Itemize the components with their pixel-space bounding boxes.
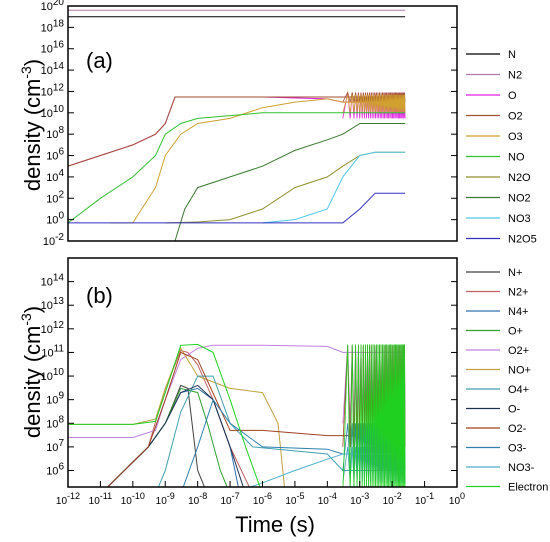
y-tick-label: 1020	[41, 0, 65, 13]
x-tick-label: 10-3	[350, 491, 369, 507]
series-oscillation-o3	[342, 94, 406, 113]
panel-b-y-ticks: 106 107 108 109 1010 1011 1012 1013 1014	[41, 273, 457, 477]
legend-label: O2-	[508, 423, 527, 435]
series-line-o-plus	[106, 387, 228, 487]
panel-a-y-axis-label: density (cm-3)	[18, 59, 45, 191]
series-line-o2-plus	[68, 344, 406, 438]
legend-label: N2	[508, 70, 522, 82]
legend-label: NO2	[508, 193, 531, 205]
panel-b-y-axis-label-exp: -3	[18, 313, 34, 326]
panel-a: 10-2 100 102 104 106 108 1010 1012 1014 1016 1018 1…	[18, 0, 537, 248]
y-tick-label: 104	[46, 168, 64, 184]
x-tick-label: 10-8	[188, 491, 207, 507]
y-tick-label: 108	[46, 125, 64, 141]
x-tick-label: 100	[449, 491, 465, 507]
series-line-no-plus	[68, 347, 285, 487]
legend-label: O3-	[508, 443, 527, 455]
series-oscillation-electron	[342, 344, 406, 487]
y-tick-label: 1018	[41, 18, 65, 34]
legend-label: O4+	[508, 384, 529, 396]
series-line-o2	[68, 96, 406, 167]
panel-a-y-axis-label-close: )	[20, 59, 45, 66]
x-axis-label: Time (s)	[235, 512, 315, 537]
legend-label: N	[508, 49, 516, 61]
series-line-o3-minus	[182, 398, 406, 487]
panel-a-y-axis-label-exp: -3	[18, 66, 34, 79]
panel-a-lines	[68, 9, 406, 241]
legend-label: NO3	[508, 213, 531, 225]
y-tick-label: 1014	[41, 273, 65, 289]
panel-a-label: (a)	[86, 48, 113, 73]
x-tick-label: 10-2	[383, 491, 402, 507]
series-line-o-minus	[106, 384, 244, 487]
series-line-n2o5	[68, 192, 406, 224]
panel-b-y-axis-label-close: )	[20, 306, 45, 313]
series-line-o2-minus	[106, 351, 406, 487]
legend-label: O-	[508, 404, 521, 416]
x-tick-label: 10-12	[56, 491, 80, 507]
y-tick-label: 106	[46, 461, 64, 477]
legend-label: NO+	[508, 365, 531, 377]
y-tick-label: 106	[46, 147, 64, 163]
legend-label: N+	[508, 267, 522, 279]
legend-label: NO	[508, 152, 525, 164]
y-tick-label: 102	[46, 189, 64, 205]
panel-a-y-axis-label-main: density (cm	[20, 79, 45, 191]
y-tick-label: 108	[46, 414, 64, 430]
x-tick-label: 10-7	[221, 491, 240, 507]
series-line-n2o	[165, 151, 406, 224]
series-line-o4-plus	[157, 375, 406, 487]
x-tick-label: 10-9	[156, 491, 175, 507]
x-tick-label: 10-10	[121, 491, 145, 507]
y-tick-label: 1010	[41, 367, 65, 383]
legend-label: O2+	[508, 345, 529, 357]
y-tick-label: 1013	[41, 296, 65, 312]
x-tick-label: 10-6	[253, 491, 272, 507]
series-line-o3	[110, 98, 406, 224]
series-line-no	[68, 112, 406, 224]
panel-a-y-ticks: 10-2 100 102 104 106 108 1010 1012 1014 1016 1018 1…	[41, 0, 457, 248]
legend-label: O	[508, 90, 517, 102]
panel-b-y-axis-label-main: density (cm	[20, 326, 45, 438]
legend-label: O3	[508, 131, 523, 143]
series-line-electron	[68, 343, 261, 487]
panel-b-plot-area	[68, 343, 406, 487]
series-line-n4-plus	[106, 387, 239, 487]
legend-label: O+	[508, 326, 523, 338]
legend-label: Electron	[508, 482, 548, 494]
panel-b-label: (b)	[86, 283, 113, 308]
legend-label: N4+	[508, 306, 529, 318]
x-tick-label: 10-1	[415, 491, 434, 507]
x-tick-label: 10-5	[285, 491, 304, 507]
series-line-no3	[262, 151, 406, 224]
y-tick-label: 1010	[41, 104, 65, 120]
y-tick-label: 1012	[41, 320, 65, 336]
y-tick-label: 1016	[41, 40, 65, 56]
y-tick-label: 1012	[41, 82, 65, 98]
panel-b-y-axis-label: density (cm-3)	[18, 306, 45, 438]
y-tick-label: 109	[46, 391, 64, 407]
y-tick-label: 1011	[41, 343, 64, 359]
y-tick-label: 100	[46, 211, 64, 227]
y-tick-label: 1014	[41, 61, 65, 77]
panel-a-frame	[67, 5, 458, 242]
y-tick-label: 107	[46, 438, 64, 454]
panel-b-x-ticks: 10-12 10-11 10-10 10-9 10-8 10-7 10-6 10-5 10-4 1…	[56, 481, 465, 507]
series-line-no2	[174, 123, 406, 241]
legend-label: N2O	[508, 172, 531, 184]
panel-a-plot-area	[68, 9, 406, 241]
panel-b-lines	[68, 343, 406, 487]
legend-label: N2+	[508, 287, 529, 299]
x-tick-label: 10-11	[89, 491, 112, 507]
x-tick-label: 10-4	[318, 491, 337, 507]
legend-label: N2O5	[508, 234, 537, 246]
legend-label: NO3-	[508, 462, 535, 474]
panel-b-legend: N+ N2+ N4+ O+ O2+ NO+ O4+ O- O2- O3- NO3- Electron	[466, 267, 548, 494]
legend-label: O2	[508, 111, 523, 123]
y-tick-label: 10-2	[43, 232, 65, 248]
